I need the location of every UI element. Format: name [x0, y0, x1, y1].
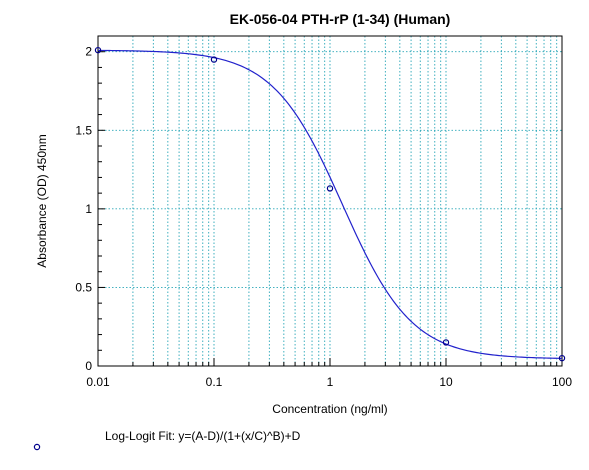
data-point: [326, 185, 334, 192]
legend-marker: [33, 443, 41, 451]
chart-title: EK-056-04 PTH-rP (1-34) (Human): [230, 11, 451, 27]
x-tick-label: 1: [327, 375, 334, 389]
x-tick-label: 10: [439, 375, 453, 389]
y-axis-label: Absorbance (OD) 450nm: [35, 134, 49, 267]
x-tick-label: 0.01: [86, 375, 110, 389]
y-tick-label: 0: [85, 359, 92, 373]
y-tick-label: 1.5: [75, 123, 92, 137]
y-tick-label: 1: [85, 202, 92, 216]
fit-curve-layer: [97, 49, 563, 359]
fit-legend-prefix: Log-Logit Fit:: [105, 429, 178, 443]
x-axis-label: Concentration (ng/ml): [272, 402, 387, 416]
data-point: [94, 46, 102, 54]
y-tick-label: 2: [85, 45, 92, 59]
data-point: [558, 354, 566, 362]
x-tick-labels: 0.01 0.1 1 10 100: [86, 375, 572, 389]
y-tick-labels: 0 0.5 1 1.5 2: [75, 45, 92, 373]
axis-ticks: [98, 51, 558, 367]
y-tick-label: 0.5: [75, 280, 92, 294]
grid: [98, 36, 562, 366]
x-tick-label: 100: [552, 375, 572, 389]
data-point: [442, 339, 450, 346]
fit-curve: [97, 49, 563, 359]
x-tick-label: 0.1: [206, 375, 223, 389]
fit-legend-text: Log-Logit Fit: y=(A-D)/(1+(x/C)^B)+D: [105, 429, 301, 443]
fit-legend-formula: y=(A-D)/(1+(x/C)^B)+D: [178, 429, 300, 443]
data-points: [94, 46, 566, 362]
data-point: [210, 56, 218, 63]
